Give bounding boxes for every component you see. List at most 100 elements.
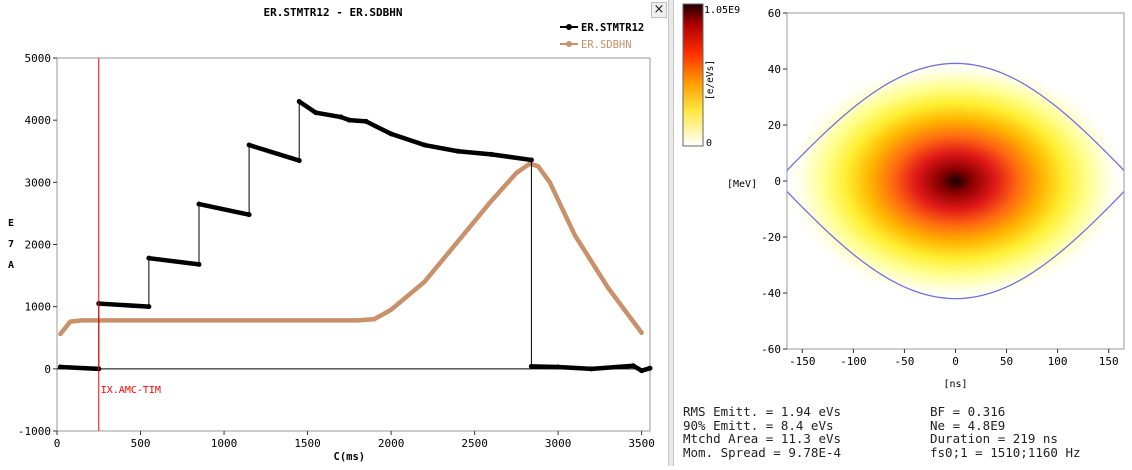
x-axis-label: C(ms) xyxy=(334,451,366,463)
chart-title: ER.STMTR12 - ER.SDBHN xyxy=(263,6,402,19)
series-ER.STMTR12-segment xyxy=(196,201,252,217)
close-button[interactable]: × xyxy=(651,2,667,18)
y-tick-label: 60 xyxy=(768,7,781,20)
x-tick-label: -50 xyxy=(895,355,915,368)
series-ER.STMTR12-segment xyxy=(589,363,636,372)
waveform-panel: ER.STMTR12 - ER.SDBHN ER.STMTR12 ER.SDBHN -… xyxy=(7,2,667,463)
series-ER.STMTR12-segment xyxy=(96,301,152,309)
separatrix-lower xyxy=(787,190,1124,300)
data-point xyxy=(388,131,394,137)
data-point xyxy=(630,363,636,369)
y-tick-label: 1000 xyxy=(25,301,52,314)
data-point xyxy=(363,118,369,124)
series-ER.STMTR12-segment xyxy=(388,131,427,148)
y-tick-label: 20 xyxy=(768,119,781,132)
data-point xyxy=(488,151,494,157)
matched-area: Mtchd Area = 11.3 eVs xyxy=(683,431,842,446)
x-tick-label: 3500 xyxy=(628,437,655,450)
bunch-duration: Duration = 219 ns xyxy=(930,431,1058,446)
data-point xyxy=(528,363,534,369)
momentum-spread: Mom. Spread = 9.78E-4 xyxy=(683,444,842,460)
x-tick-label: -100 xyxy=(840,355,867,368)
data-point xyxy=(555,364,561,370)
y-tick-label: -40 xyxy=(761,287,781,300)
x-tick-label: 2500 xyxy=(461,437,488,450)
series-ER.SDBHN xyxy=(58,161,644,337)
bunching-factor: BF = 0.316 xyxy=(930,404,1006,419)
legend-item-1: ER.STMTR12 xyxy=(560,22,644,34)
y-tick-label: 4000 xyxy=(25,114,52,127)
x-tick-label: 1500 xyxy=(294,437,321,450)
legend-marker xyxy=(566,24,572,30)
data-point xyxy=(647,365,653,371)
colorbar-unit-label: [e/eVs] xyxy=(705,60,716,100)
data-point xyxy=(589,366,595,372)
series-ER.STMTR12-segment xyxy=(555,364,594,372)
y-tick-label: 5000 xyxy=(25,52,52,65)
phase-space-panel: 1.05E9 0 [e/eVs] -60 -40 -20 0 20 40 60 -150 -100 -5… xyxy=(675,0,1132,466)
emittance-stats: RMS Emitt. = 1.94 eVs BF = 0.316 90% Emit… xyxy=(683,405,1132,465)
data-point xyxy=(338,114,344,120)
timing-marker-label: IX.AMC-TIM xyxy=(101,385,161,396)
synchrotron-frequency: fs0;1 = 1510;1160 Hz xyxy=(930,444,1081,460)
series-ER.STMTR12-segment xyxy=(489,152,534,163)
data-point xyxy=(246,212,252,218)
x-tick-label: 50 xyxy=(1000,355,1013,368)
data-point xyxy=(639,368,645,374)
y-axis-label: A xyxy=(8,260,14,271)
y-tick-label: 0 xyxy=(44,363,51,376)
plot-frame xyxy=(56,57,651,432)
series-ER.STMTR12-segment xyxy=(455,149,494,157)
y-tick-label: 0 xyxy=(774,175,781,188)
legend-label: ER.SDBHN xyxy=(581,39,632,51)
x-axis-label: [ns] xyxy=(943,379,967,390)
beam-distribution xyxy=(790,63,1121,299)
rms-emittance: RMS Emitt. = 1.94 eVs xyxy=(683,404,842,419)
waveform-chart: ER.STMTR12 - ER.SDBHN ER.STMTR12 ER.SDBHN -… xyxy=(8,6,655,463)
legend-label: ER.STMTR12 xyxy=(581,22,644,34)
legend-marker xyxy=(566,41,572,47)
particle-count: Ne = 4.8E9 xyxy=(930,417,1006,433)
series-ER.STMTR12-segment xyxy=(146,255,202,267)
colorbar xyxy=(682,3,704,147)
y-tick-label: 2000 xyxy=(25,239,52,252)
data-point xyxy=(146,255,152,261)
data-point xyxy=(296,99,302,105)
data-point xyxy=(57,364,63,370)
data-point xyxy=(421,142,427,148)
series-ER.STMTR12-segment xyxy=(422,142,461,154)
emittance-90: 90% Emitt. = 8.4 eVs xyxy=(683,417,834,433)
colorbar-min-label: 0 xyxy=(706,138,712,149)
y-tick-label: 3000 xyxy=(25,176,52,189)
series-ER.STMTR12-line xyxy=(60,100,651,372)
data-point xyxy=(455,148,461,154)
data-point xyxy=(528,157,534,163)
series-ER.STMTR12-segment xyxy=(529,364,561,370)
data-point xyxy=(346,117,352,123)
y-tick-label: -60 xyxy=(761,343,781,356)
x-tick-label: 0 xyxy=(54,437,61,450)
series-ER.STMTR12-segment xyxy=(296,99,319,115)
data-point xyxy=(196,261,202,267)
data-point xyxy=(246,142,252,148)
data-point xyxy=(196,201,202,207)
y-axis-label: E xyxy=(8,218,14,229)
data-point xyxy=(313,110,319,116)
y-tick-label: -1000 xyxy=(18,425,51,438)
x-tick-label: 100 xyxy=(1048,355,1068,368)
legend-item-2: ER.SDBHN xyxy=(560,39,632,51)
separatrix-upper xyxy=(787,62,1124,172)
x-tick-label: 500 xyxy=(131,437,151,450)
series-ER.STMTR12-segment xyxy=(347,117,369,124)
x-tick-label: 0 xyxy=(952,355,959,368)
x-tick-label: -150 xyxy=(789,355,816,368)
y-axis-label: [MeV] xyxy=(727,179,757,190)
series-ER.STMTR12-segment xyxy=(246,142,302,163)
panel-splitter[interactable] xyxy=(668,0,674,466)
series-ER.STMTR12-segment xyxy=(58,364,102,372)
phase-space-chart: 1.05E9 0 [e/eVs] -60 -40 -20 0 20 40 60 -150 -100 -5… xyxy=(682,3,1125,390)
y-tick-label: 40 xyxy=(768,63,781,76)
x-tick-label: 3000 xyxy=(545,437,572,450)
colorbar-max-label: 1.05E9 xyxy=(704,5,740,16)
y-tick-label: -20 xyxy=(761,231,781,244)
